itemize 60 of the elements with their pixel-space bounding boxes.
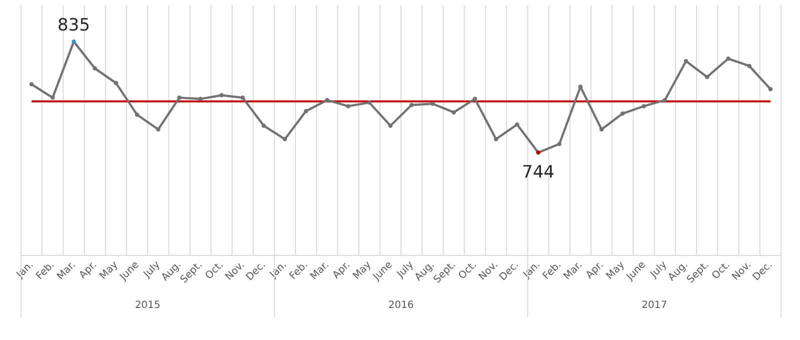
point	[430, 102, 435, 106]
point	[768, 87, 773, 92]
x-tick-label: Dec.	[750, 259, 775, 284]
point	[472, 96, 478, 102]
x-tick-label: Feb.	[34, 259, 57, 282]
x-tick-label: Mar.	[562, 259, 585, 282]
point	[684, 58, 688, 64]
x-tick-label: Nov.	[476, 259, 500, 283]
x-tick-label: Jan.	[268, 259, 290, 282]
point	[156, 127, 160, 132]
data-label: 835	[58, 16, 90, 36]
point	[198, 96, 203, 102]
point	[346, 104, 350, 108]
point	[514, 122, 520, 127]
x-tick-label: Oct.	[204, 259, 226, 282]
x-tick-label: Oct.	[456, 259, 480, 282]
point	[599, 127, 604, 132]
point	[262, 124, 266, 128]
x-tick-label: Feb.	[288, 259, 310, 282]
x-tick-label: Apr.	[330, 259, 352, 282]
x-tick-label: Nov.	[224, 259, 247, 283]
point	[50, 96, 55, 100]
point	[536, 150, 540, 155]
point	[92, 66, 98, 71]
point	[747, 64, 752, 68]
point	[704, 74, 710, 80]
point	[452, 110, 456, 114]
point	[114, 80, 118, 86]
x-tick-label: Dec.	[498, 259, 522, 284]
x-tick-label: Apr.	[584, 259, 606, 282]
point	[29, 82, 34, 86]
point	[726, 56, 730, 61]
point	[367, 100, 372, 105]
point	[388, 124, 393, 128]
x-tick-label: Jan.	[520, 259, 542, 282]
x-tick-label: Feb.	[541, 259, 564, 282]
point	[494, 137, 498, 142]
point	[662, 98, 668, 102]
text: 2016	[388, 300, 414, 311]
point	[578, 84, 583, 89]
point	[282, 137, 288, 142]
point	[219, 93, 224, 98]
text: 2015	[134, 300, 160, 311]
point	[620, 111, 625, 116]
point	[240, 96, 245, 100]
point	[642, 104, 646, 108]
data-label: 744	[522, 162, 554, 183]
point	[304, 108, 308, 114]
point	[409, 102, 414, 108]
point	[177, 96, 182, 100]
point	[557, 142, 562, 146]
text: 2017	[642, 300, 668, 311]
x-tick-label: Oct.	[710, 259, 732, 282]
x-tick-label: Dec.	[244, 259, 268, 284]
x-tick-label: Mar.	[308, 259, 332, 282]
point	[134, 112, 140, 117]
point	[72, 39, 76, 44]
point	[324, 98, 330, 102]
x-tick-label: Mar.	[55, 259, 78, 282]
x-tick-label: Apr.	[78, 259, 100, 282]
